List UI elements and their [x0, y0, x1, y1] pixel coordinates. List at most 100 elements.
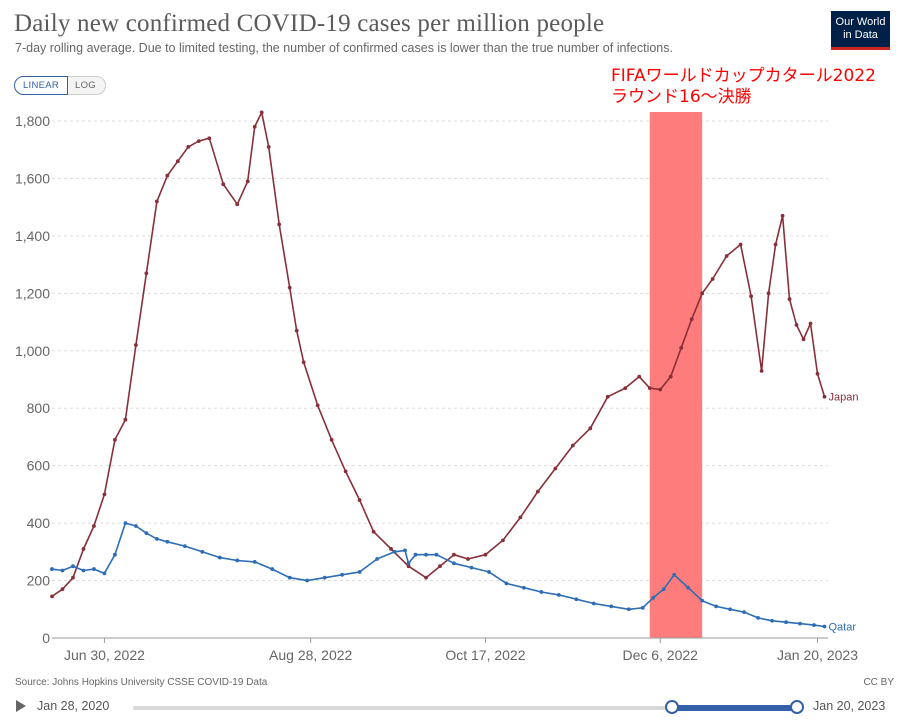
data-point-qatar	[661, 587, 666, 592]
data-point-japan	[329, 437, 334, 442]
data-point-japan	[406, 564, 411, 569]
data-point-qatar	[133, 524, 138, 528]
data-point-japan	[186, 144, 191, 149]
y-tick-label: 1,000	[15, 343, 50, 359]
data-point-japan	[259, 110, 264, 115]
data-point-japan	[535, 489, 540, 494]
data-point-qatar	[609, 604, 614, 609]
data-point-qatar	[340, 572, 345, 577]
series-line-qatar	[51, 522, 825, 628]
data-point-qatar	[812, 623, 816, 627]
data-point-japan	[501, 538, 505, 543]
data-point-japan	[92, 524, 96, 528]
data-point-japan	[389, 547, 393, 551]
data-point-qatar	[487, 570, 491, 574]
data-point-qatar	[574, 597, 579, 602]
data-point-qatar	[305, 578, 310, 583]
data-point-japan	[71, 575, 75, 580]
play-icon[interactable]	[16, 700, 26, 712]
data-point-japan	[466, 557, 470, 561]
chart-title: Daily new confirmed COVID-19 cases per m…	[14, 10, 605, 37]
data-point-japan	[133, 343, 138, 347]
data-point-japan	[235, 202, 240, 207]
data-point-japan	[588, 426, 593, 431]
data-point-japan	[749, 294, 753, 299]
timeline-track[interactable]	[133, 706, 797, 710]
data-point-qatar	[556, 593, 561, 597]
data-point-qatar	[81, 568, 86, 573]
data-point-japan	[553, 466, 558, 471]
x-tick-label: Jan 20, 2023	[777, 647, 858, 663]
data-point-japan	[81, 547, 86, 551]
data-point-qatar	[113, 552, 117, 557]
timeline-slider[interactable]: Jan 28, 2020 Jan 20, 2023	[0, 696, 909, 720]
series-label-japan: Japan	[829, 392, 859, 404]
data-point-qatar	[92, 567, 96, 571]
logo-line1: Our World	[835, 16, 886, 28]
timeline-start-label: Jan 28, 2020	[37, 699, 110, 713]
data-point-qatar	[640, 605, 645, 610]
data-point-japan	[787, 297, 792, 301]
data-point-japan	[196, 139, 201, 144]
data-point-qatar	[714, 604, 719, 609]
data-point-qatar	[822, 624, 827, 629]
data-point-japan	[175, 159, 180, 164]
data-point-japan	[647, 386, 652, 391]
data-point-japan	[623, 386, 628, 391]
series-label-qatar: Qatar	[829, 622, 857, 634]
data-point-japan	[808, 321, 813, 326]
owid-logo[interactable]: Our World in Data	[831, 11, 890, 50]
y-tick-label: 1,400	[15, 228, 50, 244]
timeline-selected-range[interactable]	[672, 705, 797, 711]
log-scale-button[interactable]: LOG	[66, 76, 106, 95]
data-point-qatar	[270, 567, 275, 571]
data-point-japan	[207, 136, 212, 141]
data-point-qatar	[252, 559, 257, 564]
data-point-japan	[277, 222, 282, 227]
data-point-japan	[801, 337, 806, 342]
data-point-qatar	[434, 552, 439, 557]
data-point-qatar	[217, 555, 222, 560]
data-point-japan	[570, 443, 575, 448]
data-point-japan	[815, 371, 820, 376]
data-point-japan	[773, 242, 778, 247]
data-point-qatar	[626, 607, 631, 612]
timeline-start-handle[interactable]	[665, 700, 679, 714]
data-point-qatar	[424, 552, 428, 557]
linear-scale-button[interactable]: LINEAR	[14, 76, 68, 95]
data-point-qatar	[728, 607, 733, 612]
data-point-japan	[780, 213, 785, 218]
data-point-qatar	[756, 615, 760, 620]
data-point-japan	[766, 291, 771, 296]
y-tick-label: 400	[27, 515, 51, 531]
data-point-japan	[679, 346, 684, 350]
data-point-qatar	[235, 558, 240, 563]
data-point-japan	[50, 594, 54, 599]
source-note[interactable]: Source: Johns Hopkins University CSSE CO…	[15, 677, 268, 688]
data-point-qatar	[591, 601, 596, 606]
data-point-qatar	[742, 610, 747, 615]
data-point-qatar	[154, 537, 159, 541]
data-point-japan	[113, 437, 117, 442]
data-point-qatar	[182, 544, 187, 548]
data-point-qatar	[413, 552, 418, 557]
data-point-japan	[371, 529, 376, 534]
data-point-qatar	[521, 585, 526, 590]
data-point-japan	[483, 552, 488, 557]
data-point-japan	[357, 498, 362, 503]
data-point-qatar	[144, 531, 149, 536]
license-label[interactable]: CC BY	[863, 677, 894, 688]
data-point-japan	[60, 587, 65, 592]
data-point-qatar	[357, 570, 362, 574]
y-tick-label: 1,600	[15, 170, 50, 186]
data-point-qatar	[798, 621, 802, 626]
data-point-japan	[424, 575, 428, 580]
timeline-end-handle[interactable]	[790, 700, 804, 714]
data-point-japan	[518, 515, 523, 520]
data-point-qatar	[452, 561, 456, 566]
data-point-japan	[668, 374, 673, 379]
data-point-qatar	[60, 568, 65, 573]
data-point-qatar	[539, 590, 544, 594]
x-tick-label: Jun 30, 2022	[64, 647, 145, 663]
data-point-qatar	[392, 549, 397, 554]
